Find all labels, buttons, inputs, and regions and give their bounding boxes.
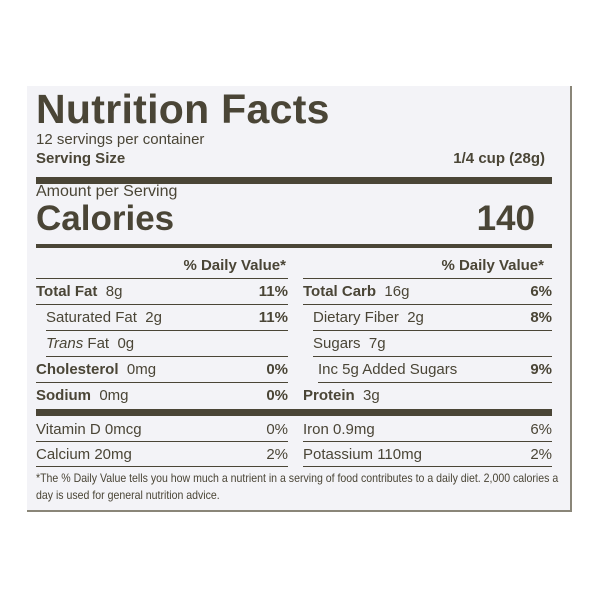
nutrient-daily-value: 11%: [258, 283, 288, 300]
nutrient-row: Saturated Fat 2g 11%: [46, 305, 288, 331]
divider: [36, 278, 288, 279]
nutrient-amount: 0mg: [99, 387, 129, 404]
medium-divider: [36, 244, 552, 248]
vitamin-daily-value: 6%: [530, 421, 552, 438]
nutrient-row: Total Fat 8g 11%: [36, 279, 288, 305]
nutrient-row: Sugars 7g: [313, 331, 552, 357]
nutrient-name: Sugars: [313, 335, 361, 352]
divider: [303, 278, 552, 279]
vitamin-row: Vitamin D 0mcg 0%: [36, 417, 288, 442]
nutrient-name-suffix: Fat: [87, 335, 110, 352]
label-title: Nutrition Facts: [36, 86, 330, 132]
vitamin-name: Calcium 20mg: [36, 446, 132, 463]
nutrient-row: Protein 3g: [303, 383, 552, 409]
nutrition-facts-label: Nutrition Facts 12 servings per containe…: [27, 86, 572, 512]
nutrient-daily-value: 0%: [266, 387, 288, 404]
vitamin-daily-value: 2%: [530, 446, 552, 463]
nutrient-name: Dietary Fiber: [313, 309, 399, 326]
nutrient-name: Protein: [303, 387, 355, 404]
nutrient-amount: 2g: [145, 309, 162, 326]
nutrient-row: Inc 5g Added Sugars 9%: [318, 357, 552, 383]
nutrient-row: Sodium 0mg 0%: [36, 383, 288, 409]
serving-size-value: 1/4 cup (28g): [453, 150, 545, 167]
vitamin-daily-value: 0%: [266, 421, 288, 438]
nutrient-daily-value: 9%: [530, 361, 552, 378]
serving-size-label: Serving Size: [36, 150, 126, 167]
servings-per-container: 12 servings per container: [36, 131, 205, 148]
nutrient-name: Sodium: [36, 387, 91, 404]
footnote-text: *The % Daily Value tells you how much a …: [36, 471, 559, 502]
nutrient-amount: 0mg: [126, 361, 157, 378]
nutrient-daily-value: 6%: [530, 283, 552, 300]
nutrient-name: Total Carb: [303, 283, 377, 300]
nutrient-daily-value: 8%: [530, 309, 552, 326]
thick-divider: [36, 177, 552, 184]
calories-value: 140: [476, 199, 535, 238]
nutrient-row: Dietary Fiber 2g 8%: [313, 305, 552, 331]
nutrient-amount: 8g: [105, 283, 123, 300]
vitamin-row: Iron 0.9mg 6%: [303, 417, 552, 442]
nutrient-row: Cholesterol 0mg 0%: [36, 357, 288, 383]
vitamin-name: Potassium 110mg: [303, 446, 422, 463]
nutrient-amount: 3g: [363, 387, 380, 404]
vitamin-name: Vitamin D 0mcg: [36, 421, 142, 438]
nutrient-name: Inc 5g Added Sugars: [318, 361, 458, 378]
vitamin-daily-value: 2%: [266, 446, 288, 463]
footnote: *The % Daily Value tells you how much a …: [36, 470, 564, 504]
thick-divider: [36, 409, 552, 416]
nutrient-amount: 16g: [384, 283, 410, 300]
vitamin-row: Calcium 20mg 2%: [36, 442, 288, 467]
nutrient-name: Total Fat: [36, 283, 98, 300]
amount-per-serving: Amount per Serving: [36, 183, 178, 200]
daily-value-header-left: % Daily Value*: [183, 257, 286, 274]
nutrient-name: Trans: [46, 335, 84, 352]
nutrient-row: Trans Fat 0g: [46, 331, 288, 357]
vitamin-name: Iron 0.9mg: [303, 421, 375, 438]
nutrient-daily-value: 0%: [266, 361, 288, 378]
nutrient-name: Saturated Fat: [46, 309, 137, 326]
nutrient-row: Total Carb 16g 6%: [303, 279, 552, 305]
calories-label: Calories: [36, 199, 175, 238]
daily-value-header-right: % Daily Value*: [441, 257, 544, 274]
nutrient-name: Cholesterol: [36, 361, 119, 378]
nutrient-daily-value: 11%: [258, 309, 288, 326]
vitamin-row: Potassium 110mg 2%: [303, 442, 552, 467]
nutrient-amount: 2g: [407, 309, 424, 326]
nutrient-amount: 7g: [368, 335, 386, 352]
nutrient-amount: 0g: [117, 335, 135, 352]
